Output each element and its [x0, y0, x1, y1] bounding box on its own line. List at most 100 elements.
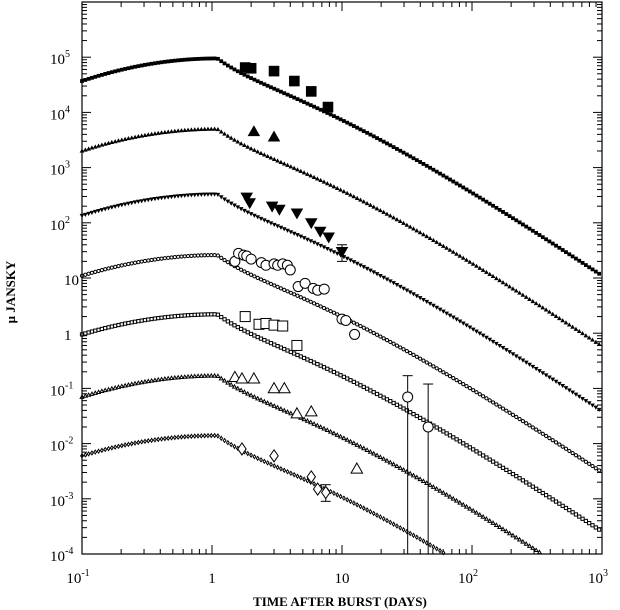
model-marker [507, 214, 512, 219]
model-marker [106, 325, 111, 330]
model-marker [367, 448, 374, 454]
model-marker [192, 433, 197, 439]
model-marker [315, 242, 320, 247]
model-marker [345, 120, 350, 125]
model-marker [238, 207, 244, 212]
model-marker [490, 273, 496, 279]
model-marker [500, 346, 506, 351]
model-marker [172, 374, 178, 380]
model-marker [361, 505, 366, 512]
model-marker [534, 427, 539, 432]
model-marker [312, 480, 317, 487]
model-marker [192, 57, 197, 61]
model-marker [414, 534, 419, 541]
model-marker [295, 293, 300, 298]
model-marker [365, 130, 369, 135]
model-marker [258, 216, 264, 221]
model-marker [424, 233, 430, 239]
model-marker [384, 277, 390, 282]
model-marker [471, 191, 476, 196]
model-marker [298, 168, 304, 173]
model-marker [400, 467, 407, 472]
model-marker [318, 304, 323, 309]
model-marker [355, 502, 360, 508]
model-marker [477, 451, 482, 456]
model-marker [222, 131, 227, 136]
model-marker [553, 313, 559, 318]
model-marker [351, 379, 356, 384]
model-marker [503, 348, 509, 353]
model-marker [126, 136, 131, 141]
model-marker [371, 330, 376, 336]
model-marker [162, 315, 167, 320]
model-marker [185, 373, 191, 379]
model-marker [176, 434, 181, 441]
model-marker [497, 207, 502, 212]
model-marker [265, 153, 270, 159]
model-marker [378, 334, 383, 339]
model-marker [298, 234, 304, 239]
model-marker [146, 62, 151, 67]
model-marker [268, 155, 274, 160]
model-marker [540, 371, 546, 376]
model-marker [86, 146, 91, 151]
model-marker [460, 255, 466, 260]
model-marker [557, 245, 562, 250]
data-point [299, 277, 311, 289]
model-marker [533, 547, 539, 553]
model-marker [102, 207, 108, 212]
model-marker [431, 167, 436, 172]
model-marker [348, 498, 353, 505]
data-series-4 [229, 247, 434, 554]
model-marker [351, 260, 357, 265]
model-marker [328, 248, 333, 253]
model-marker [560, 503, 565, 508]
x-axis-title: TIME AFTER BURST (DAYS) [253, 594, 427, 609]
model-marker [175, 374, 181, 380]
model-marker [590, 267, 595, 272]
model-marker [364, 266, 370, 272]
model-marker [563, 446, 569, 451]
model-marker [211, 372, 218, 378]
model-marker [149, 197, 154, 202]
model-marker [321, 425, 327, 431]
model-marker [189, 127, 194, 132]
model-marker [196, 56, 200, 61]
model-marker [580, 516, 585, 521]
data-point [306, 469, 317, 484]
model-marker [261, 152, 267, 157]
model-marker [83, 452, 88, 458]
model-marker [206, 56, 210, 61]
model-marker [487, 271, 493, 276]
model-marker [143, 62, 147, 67]
model-marker [437, 368, 443, 373]
model-marker [431, 237, 436, 242]
model-marker [388, 143, 393, 148]
model-marker [338, 117, 343, 122]
model-marker [580, 331, 585, 336]
model-marker [550, 241, 555, 246]
model-marker [574, 256, 578, 261]
model-marker [311, 301, 317, 306]
model-marker [248, 212, 254, 217]
model-marker [123, 67, 127, 71]
data-series-2 [247, 125, 281, 142]
model-marker [348, 122, 353, 127]
model-marker [358, 503, 363, 510]
model-marker [285, 468, 290, 475]
model-marker [504, 408, 509, 413]
model-marker [506, 530, 513, 536]
data-point [290, 406, 304, 419]
model-marker [123, 442, 128, 448]
model-marker [182, 374, 188, 379]
model-marker [507, 410, 512, 415]
model-marker [298, 295, 303, 300]
model-marker [119, 67, 124, 72]
data-point [245, 62, 257, 74]
model-marker [381, 139, 386, 144]
model-marker [361, 384, 366, 390]
model-marker [205, 253, 211, 258]
model-marker [133, 64, 137, 69]
x-tick-label: 10-1 [66, 568, 89, 587]
y-tick-label: 103 [50, 160, 70, 179]
